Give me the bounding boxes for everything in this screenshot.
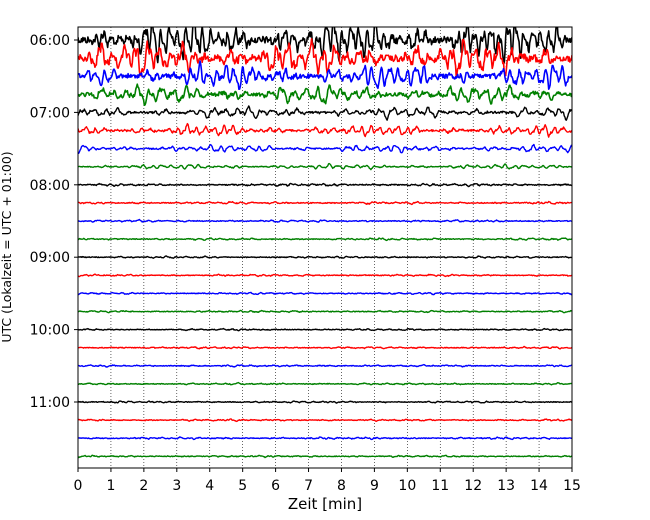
seismic-trace: [78, 27, 572, 65]
seismic-trace: [78, 83, 572, 107]
plot-frame: [77, 26, 573, 469]
seismic-trace: [78, 182, 572, 188]
x-tick-label: 14: [530, 478, 548, 494]
seismic-trace: [78, 200, 572, 206]
x-axis-title: Zeit [min]: [288, 495, 362, 513]
seismic-trace: [78, 162, 572, 171]
seismic-trace: [78, 400, 572, 404]
seismic-trace: [78, 418, 572, 423]
x-axis-ticks: 0 1 2 3 4 5 6 7 8 9 10 11 12 13 14 15: [74, 468, 581, 494]
x-tick-label: 6: [271, 478, 280, 494]
seismic-trace: [78, 60, 572, 91]
y-tick-label: 11:00: [30, 395, 70, 411]
seismic-trace: [78, 291, 572, 296]
seismic-trace: [78, 38, 572, 78]
y-axis-title: UTC (Lokalzeit = UTC + 01:00): [0, 151, 14, 342]
y-tick-label: 10:00: [30, 323, 70, 339]
x-tick-label: 10: [398, 478, 416, 494]
seismic-trace: [78, 218, 572, 223]
x-tick-label: 7: [304, 478, 313, 494]
y-tick-label: 06:00: [30, 33, 70, 49]
seismic-trace: [78, 363, 572, 368]
y-axis-ticks: 06:00 07:00 08:00 09:00 10:00 11:00: [30, 33, 78, 411]
x-tick-label: 8: [337, 478, 346, 494]
seismic-trace: [78, 237, 572, 242]
seismic-trace: [78, 143, 572, 155]
seismic-trace: [78, 255, 572, 259]
y-tick-label: 09:00: [30, 250, 70, 266]
y-tick-label: 07:00: [30, 105, 70, 121]
x-tick-label: 13: [497, 478, 515, 494]
x-tick-label: 0: [74, 478, 83, 494]
x-tick-label: 12: [464, 478, 482, 494]
x-tick-label: 1: [106, 478, 115, 494]
seismic-trace: [78, 381, 572, 386]
seismic-trace: [78, 436, 572, 441]
x-tick-label: 11: [431, 478, 449, 494]
x-tick-label: 3: [172, 478, 181, 494]
x-tick-label: 2: [139, 478, 148, 494]
seismic-trace: [78, 327, 572, 332]
x-tick-label: 9: [370, 478, 379, 494]
seismic-trace: [78, 122, 572, 138]
seismic-trace: [78, 454, 572, 459]
traces: [78, 27, 572, 459]
x-tick-label: 15: [563, 478, 581, 494]
y-tick-label: 08:00: [30, 178, 70, 194]
x-tick-label: 4: [205, 478, 214, 494]
seismic-trace: [78, 345, 572, 350]
seismic-trace: [78, 309, 572, 314]
x-tick-label: 5: [238, 478, 247, 494]
seismic-trace: [78, 105, 572, 121]
seismic-trace: [78, 273, 572, 278]
